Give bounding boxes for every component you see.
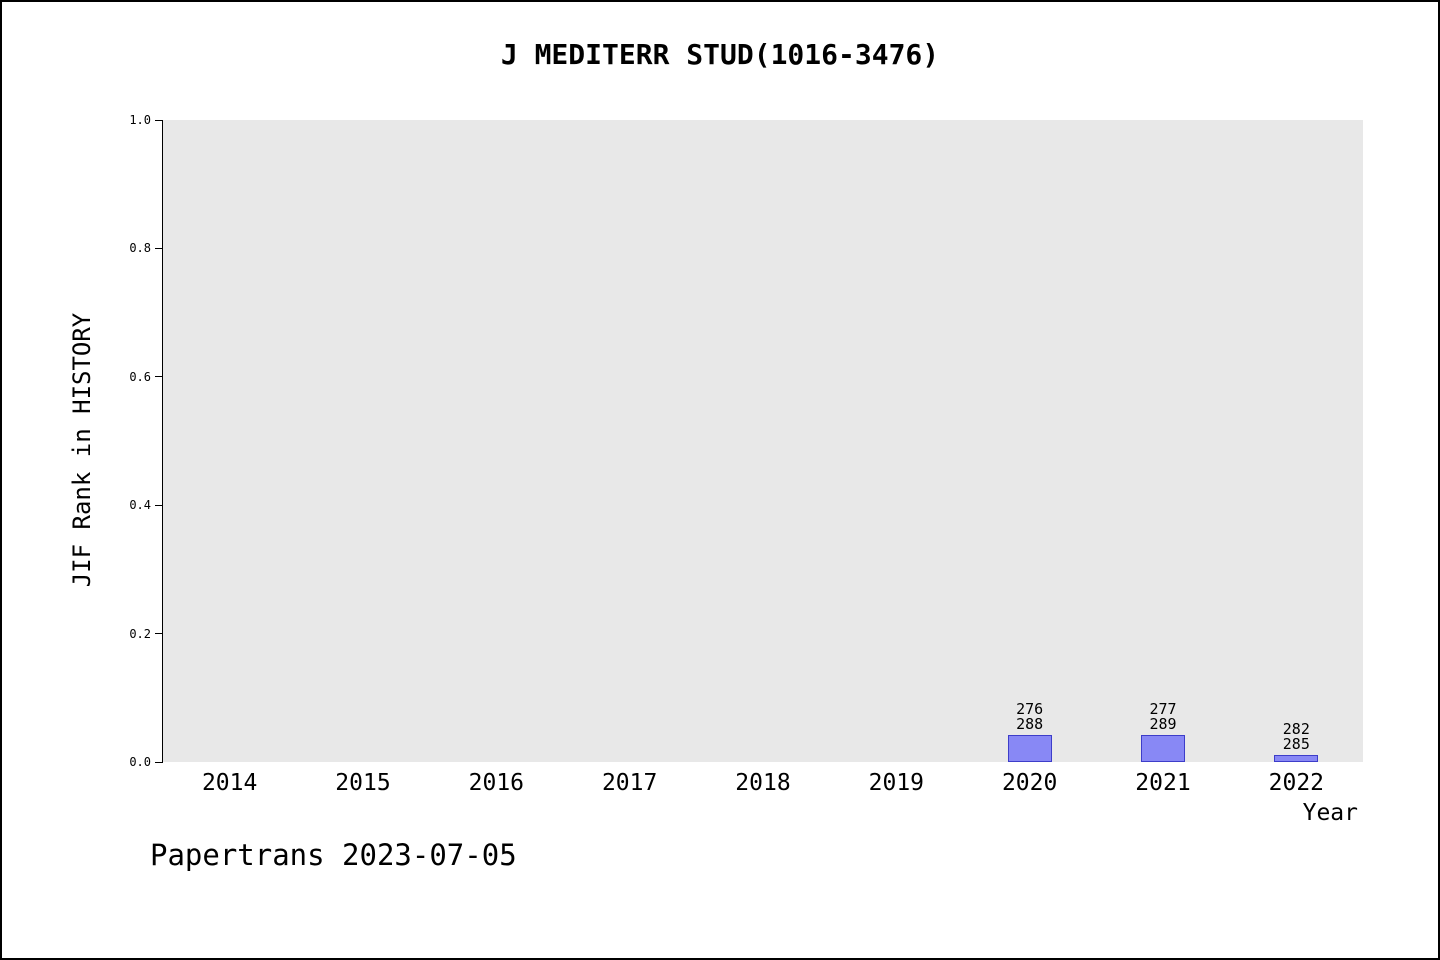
y-tick-label: 0.0 <box>129 755 151 769</box>
x-tick-label-2014: 2014 <box>201 770 258 796</box>
y-tick-mark <box>155 247 163 249</box>
footer-text: Papertrans 2023-07-05 <box>150 838 517 872</box>
y-tick-label: 0.8 <box>129 241 151 256</box>
y-tick-mark <box>155 504 163 506</box>
y-tick-mark <box>155 376 163 378</box>
y-tick-label: 1.0 <box>129 113 151 127</box>
bar-label-2020: 276 288 <box>1016 700 1044 734</box>
x-tick-label-2018: 2018 <box>735 770 791 796</box>
chart-title: J MEDITERR STUD(1016-3476) <box>500 38 940 71</box>
x-tick-label-2022: 2022 <box>1268 770 1325 796</box>
x-axis-label: Year <box>1302 800 1358 826</box>
plot-area: 0.0 0.2 0.4 0.6 0.8 1.0 2014 2015 2016 2017 2018 20… <box>129 113 1363 796</box>
y-tick-mark <box>155 761 163 763</box>
x-tick-label-2020: 2020 <box>1001 770 1058 796</box>
y-tick-label: 0.4 <box>129 498 151 513</box>
x-tick-label-2021: 2021 <box>1135 770 1191 796</box>
y-tick-label: 0.2 <box>129 626 151 641</box>
y-tick-mark <box>155 119 163 121</box>
bar-2022 <box>1274 755 1319 762</box>
x-tick-label-2017: 2017 <box>601 770 658 796</box>
bar-label-2021: 277 289 <box>1149 700 1177 734</box>
bar-2021 <box>1141 735 1185 762</box>
bar-2020 <box>1007 735 1052 762</box>
x-tick-label-2019: 2019 <box>868 770 925 796</box>
bar-label-2022: 282 285 <box>1282 720 1310 754</box>
x-tick-label-2015: 2015 <box>335 770 391 796</box>
y-axis-label: JIF Rank in HISTORY <box>68 312 96 588</box>
x-tick-label-2016: 2016 <box>468 770 525 796</box>
y-tick-mark <box>155 633 163 635</box>
y-tick-label: 0.6 <box>129 369 151 384</box>
